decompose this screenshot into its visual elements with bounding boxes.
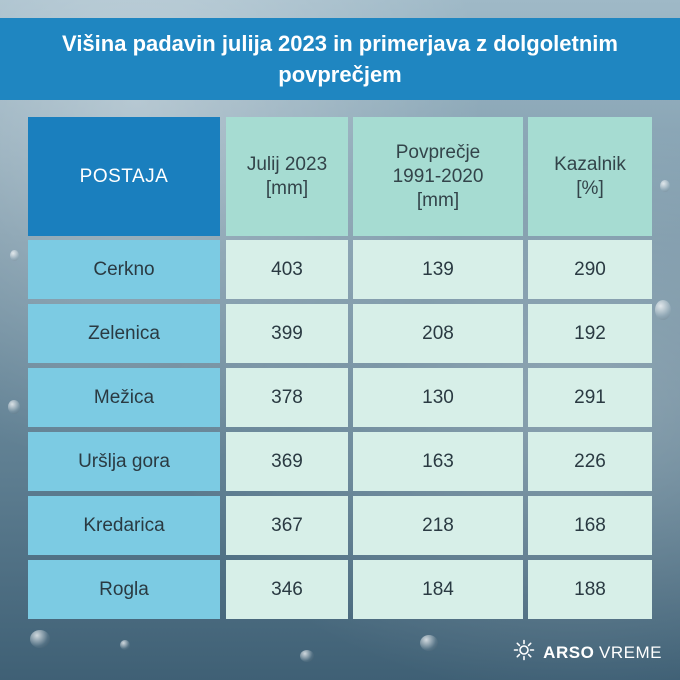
header-station: POSTAJA xyxy=(28,117,220,236)
header-july: Julij 2023 [mm] xyxy=(226,117,348,236)
header-index: Kazalnik [%] xyxy=(528,117,652,236)
header-july-line1: Julij 2023 xyxy=(246,153,328,175)
table-row-july: 367 xyxy=(226,496,348,555)
table-row-average: 130 xyxy=(353,368,523,427)
table-row-average: 218 xyxy=(353,496,523,555)
table-row-index: 188 xyxy=(528,560,652,619)
table-row-index: 290 xyxy=(528,240,652,299)
table-row-july: 346 xyxy=(226,560,348,619)
table-row-july: 399 xyxy=(226,304,348,363)
header-station-label: POSTAJA xyxy=(79,165,169,187)
table-row-station: Cerkno xyxy=(28,240,220,299)
table-row-station: Zelenica xyxy=(28,304,220,363)
table-row-station: Rogla xyxy=(28,560,220,619)
header-average-line3: [mm] xyxy=(416,189,460,211)
header-average: Povprečje 1991-2020 [mm] xyxy=(353,117,523,236)
header-index-line1: Kazalnik xyxy=(554,153,626,175)
table-row-station: Kredarica xyxy=(28,496,220,555)
header-average-line2: 1991-2020 xyxy=(392,165,484,187)
sun-icon xyxy=(513,639,535,666)
table-row-average: 163 xyxy=(353,432,523,491)
table-row-july: 369 xyxy=(226,432,348,491)
header-index-line2: [%] xyxy=(576,177,604,199)
table-row-average: 139 xyxy=(353,240,523,299)
brand-name: ARSO xyxy=(543,642,595,662)
table-row-average: 208 xyxy=(353,304,523,363)
table-row-index: 226 xyxy=(528,432,652,491)
table-row-july: 378 xyxy=(226,368,348,427)
table-row-index: 168 xyxy=(528,496,652,555)
footer-logo: ARSO VREME xyxy=(513,639,662,666)
page-title: Višina padavin julija 2023 in primerjava… xyxy=(62,31,618,87)
table-row-july: 403 xyxy=(226,240,348,299)
brand-suffix: VREME xyxy=(599,642,662,662)
table-row-index: 291 xyxy=(528,368,652,427)
table-row-index: 192 xyxy=(528,304,652,363)
table-row-station: Mežica xyxy=(28,368,220,427)
header-july-line2: [mm] xyxy=(265,177,309,199)
header-average-line1: Povprečje xyxy=(395,141,481,163)
title-banner: Višina padavin julija 2023 in primerjava… xyxy=(0,18,680,100)
table-row-average: 184 xyxy=(353,560,523,619)
table-row-station: Uršlja gora xyxy=(28,432,220,491)
